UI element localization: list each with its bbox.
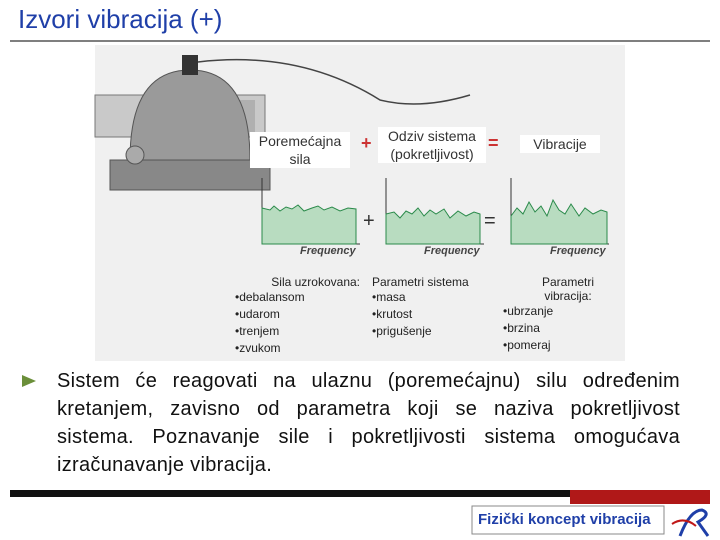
spectrum-charts <box>261 178 609 245</box>
footer-text: Fizički koncept vibracija <box>478 511 651 528</box>
operator: + <box>361 133 372 153</box>
axis-label: Frequency <box>550 245 606 257</box>
operator: = <box>484 210 496 232</box>
footer-box <box>471 505 665 535</box>
param-list: •ubrzanje •brzina •pomeraj <box>503 303 613 354</box>
param-item: •pomeraj <box>503 338 551 352</box>
body-text: Sistem će reagovati na ulaznu (poremećaj… <box>57 370 680 476</box>
param-item: •udarom <box>235 307 280 321</box>
column-label: Odziv sistema (pokretljivost) <box>378 127 486 163</box>
param-block: Parametri vibracija: •ubrzanje •brzina •po… <box>503 275 613 354</box>
param-title: Parametri sistema <box>372 275 469 289</box>
param-item: •zvukom <box>235 341 281 355</box>
footer-bar <box>10 490 570 497</box>
column-label: Poremećajna sila <box>250 132 350 168</box>
param-item: •brzina <box>503 321 540 335</box>
param-item: •trenjem <box>235 324 280 338</box>
param-title: Parametri vibracija: <box>541 275 594 303</box>
footer-bar-accent <box>570 490 710 504</box>
operator: = <box>488 133 499 153</box>
bearing-illustration <box>94 55 471 191</box>
param-block: Sila uzrokovana: •debalansom •udarom •tren… <box>235 275 360 357</box>
param-block: Parametri sistema •masa •krutost •prigušen… <box>372 275 502 340</box>
param-title: Sila uzrokovana: <box>271 275 360 289</box>
param-item: •debalansom <box>235 290 305 304</box>
operator: + <box>363 210 375 232</box>
axis-label: Frequency <box>300 245 356 257</box>
param-item: •ubrzanje <box>503 304 554 318</box>
param-item: •masa <box>372 290 406 304</box>
param-list: •debalansom •udarom •trenjem •zvukom <box>235 289 360 357</box>
column-label: Vibracije <box>520 135 600 153</box>
axis-label: Frequency <box>424 245 480 257</box>
slide-title: Izvori vibracija (+) <box>18 4 223 34</box>
bullet-arrow <box>22 375 36 387</box>
logo <box>670 504 712 538</box>
param-item: •prigušenje <box>372 324 432 338</box>
param-list: •masa •krutost •prigušenje <box>372 289 502 340</box>
param-item: •krutost <box>372 307 413 321</box>
